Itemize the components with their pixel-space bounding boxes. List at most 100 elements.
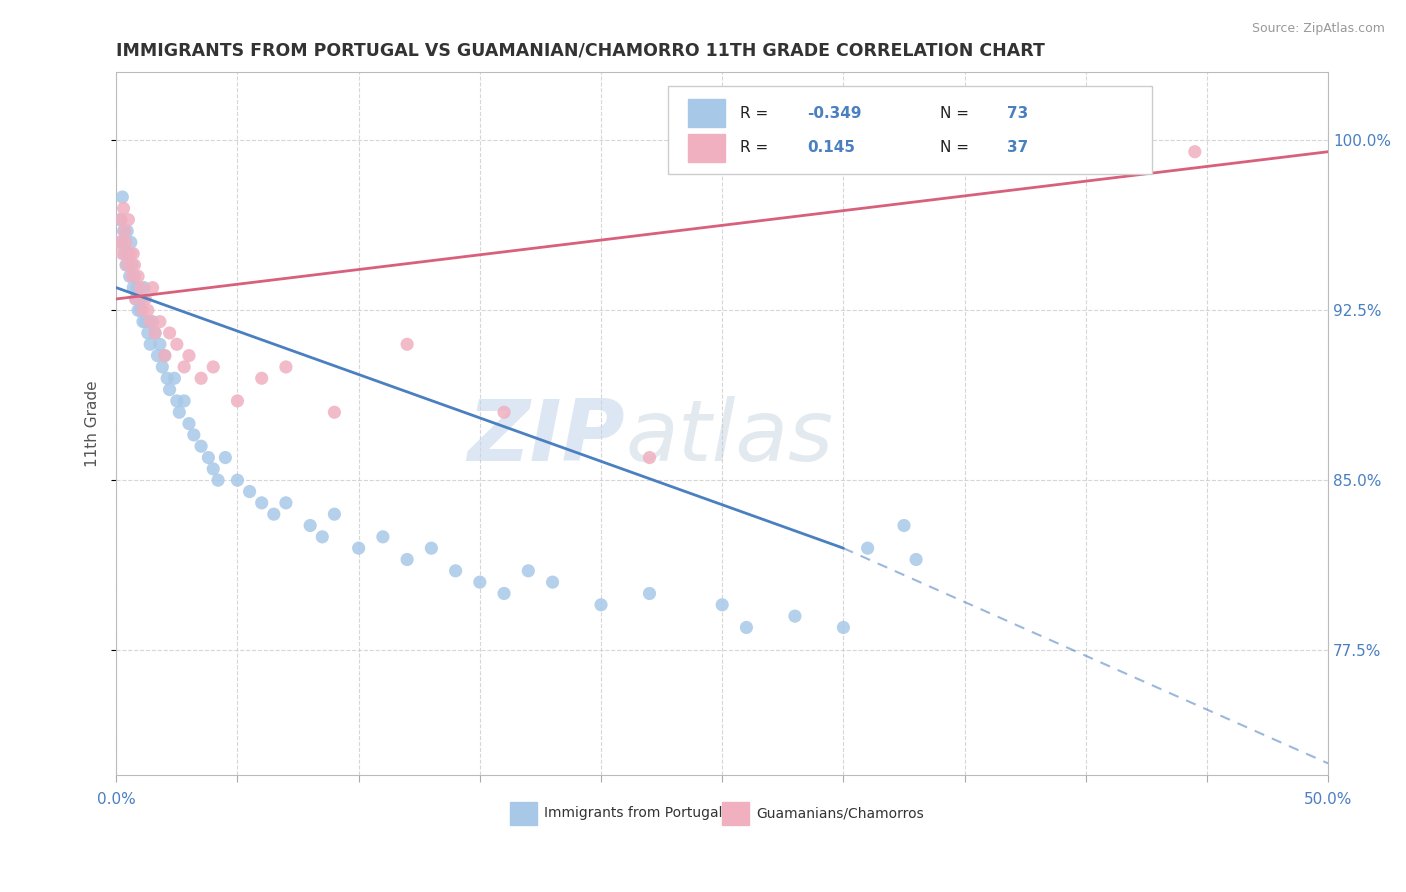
Point — [139, 337, 162, 351]
Point — [589, 598, 612, 612]
Point — [138, 315, 160, 329]
Text: 0.0%: 0.0% — [97, 792, 135, 807]
Point — [735, 620, 758, 634]
Y-axis label: 11th Grade: 11th Grade — [86, 380, 100, 467]
Point — [263, 507, 285, 521]
Point — [311, 530, 333, 544]
Point — [136, 326, 159, 340]
Point — [541, 575, 564, 590]
Point — [132, 315, 155, 329]
Point — [117, 212, 139, 227]
Point — [323, 405, 346, 419]
Point — [197, 450, 219, 465]
Point — [711, 598, 734, 612]
Point — [323, 507, 346, 521]
Point — [444, 564, 467, 578]
Text: ZIP: ZIP — [468, 396, 626, 479]
Point — [494, 405, 516, 419]
Point — [169, 405, 191, 419]
Point — [347, 541, 370, 556]
Point — [214, 450, 236, 465]
Text: N =: N = — [941, 140, 974, 155]
Point — [112, 224, 135, 238]
Point — [468, 575, 491, 590]
Point — [856, 541, 879, 556]
Point — [110, 212, 132, 227]
Point — [226, 393, 249, 408]
Point — [153, 349, 176, 363]
Text: atlas: atlas — [626, 396, 834, 479]
Point — [139, 315, 162, 329]
Point — [120, 246, 142, 260]
Point — [494, 586, 516, 600]
Point — [128, 292, 150, 306]
Point — [250, 496, 273, 510]
Point — [125, 280, 148, 294]
Point — [111, 190, 134, 204]
Point — [146, 349, 169, 363]
Text: -0.349: -0.349 — [807, 105, 862, 120]
Text: R =: R = — [741, 140, 773, 155]
Point — [202, 359, 225, 374]
Point — [239, 484, 262, 499]
Point — [124, 269, 146, 284]
Point — [163, 371, 186, 385]
Bar — [510, 802, 537, 824]
Point — [166, 337, 188, 351]
Text: 50.0%: 50.0% — [1303, 792, 1353, 807]
FancyBboxPatch shape — [668, 87, 1153, 174]
Text: IMMIGRANTS FROM PORTUGAL VS GUAMANIAN/CHAMORRO 11TH GRADE CORRELATION CHART: IMMIGRANTS FROM PORTUGAL VS GUAMANIAN/CH… — [117, 42, 1045, 60]
Text: Immigrants from Portugal: Immigrants from Portugal — [544, 806, 723, 821]
Point — [190, 371, 212, 385]
Point — [124, 292, 146, 306]
Point — [118, 269, 141, 284]
Point — [226, 473, 249, 487]
Point — [143, 326, 166, 340]
Text: Source: ZipAtlas.com: Source: ZipAtlas.com — [1251, 22, 1385, 36]
Text: R =: R = — [741, 105, 773, 120]
Point — [127, 303, 149, 318]
Point — [115, 258, 138, 272]
Point — [202, 462, 225, 476]
Point — [149, 315, 172, 329]
Point — [274, 496, 297, 510]
Point — [134, 292, 156, 306]
Point — [122, 246, 145, 260]
Point — [120, 235, 142, 250]
Point — [127, 269, 149, 284]
Text: Guamanians/Chamorros: Guamanians/Chamorros — [756, 806, 924, 821]
Point — [107, 235, 129, 250]
Point — [121, 258, 143, 272]
Point — [159, 383, 181, 397]
Point — [111, 246, 134, 260]
Text: N =: N = — [941, 105, 974, 120]
Point — [115, 224, 138, 238]
Point — [190, 439, 212, 453]
Point — [115, 235, 138, 250]
Point — [638, 450, 661, 465]
Point — [142, 280, 165, 294]
Point — [114, 224, 136, 238]
Bar — [689, 134, 724, 161]
Point — [250, 371, 273, 385]
Point — [1184, 145, 1206, 159]
Point — [177, 349, 200, 363]
Point — [143, 326, 166, 340]
Point — [166, 393, 188, 408]
Point — [832, 620, 855, 634]
Point — [371, 530, 394, 544]
Point — [274, 359, 297, 374]
Bar — [689, 99, 724, 128]
Point — [134, 280, 156, 294]
Point — [893, 518, 915, 533]
Point — [129, 303, 152, 318]
Point — [299, 518, 322, 533]
Point — [117, 246, 139, 260]
Point — [121, 269, 143, 284]
Point — [136, 303, 159, 318]
Point — [124, 258, 146, 272]
Point — [396, 337, 419, 351]
Point — [149, 337, 172, 351]
Point — [159, 326, 181, 340]
Point — [142, 315, 165, 329]
